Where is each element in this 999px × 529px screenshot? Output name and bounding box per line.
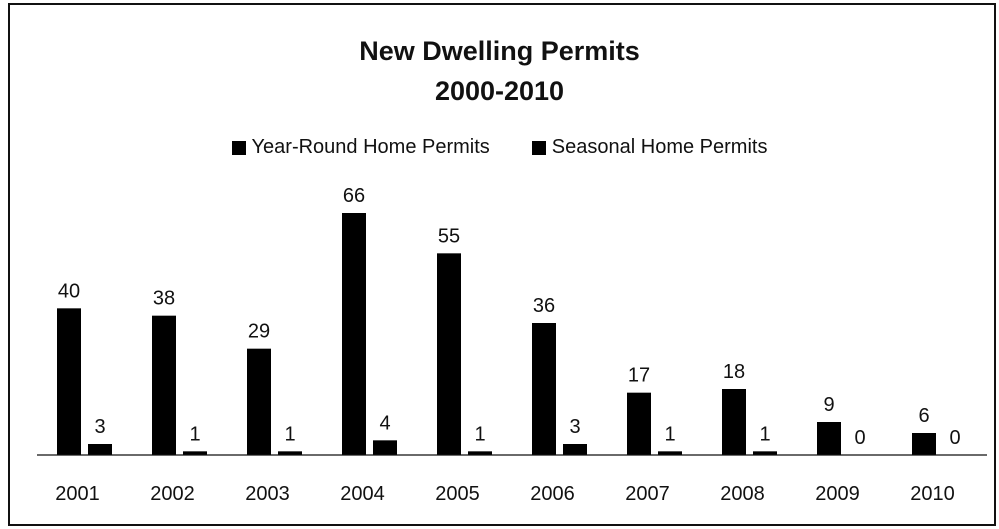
x-tick-label-2010: 2010 <box>910 483 955 505</box>
bar-year-round-2004 <box>342 213 366 455</box>
x-tick-label-2004: 2004 <box>340 483 385 505</box>
data-label-year-round-2007: 17 <box>628 365 650 387</box>
bar-seasonal-2006 <box>563 444 587 455</box>
x-tick-label-2002: 2002 <box>150 483 195 505</box>
data-label-year-round-2004: 66 <box>343 185 365 207</box>
data-label-year-round-2009: 9 <box>823 394 834 416</box>
chart-legend: Year-Round Home Permits Seasonal Home Pe… <box>0 136 999 159</box>
legend-item-seasonal: Seasonal Home Permits <box>531 136 768 159</box>
legend-label-seasonal: Seasonal Home Permits <box>551 136 768 158</box>
chart-subtitle: 2000-2010 <box>434 76 565 106</box>
legend-label-year-round: Year-Round Home Permits <box>251 136 490 158</box>
data-label-seasonal-2007: 1 <box>664 423 675 445</box>
bar-year-round-2003 <box>247 348 271 455</box>
bar-year-round-2008 <box>722 389 746 455</box>
data-label-year-round-2008: 18 <box>723 361 745 383</box>
x-tick-label-2001: 2001 <box>55 483 100 505</box>
data-label-seasonal-2009: 0 <box>854 427 865 449</box>
bar-seasonal-2005 <box>468 451 492 455</box>
x-tick-label-2008: 2008 <box>720 483 765 505</box>
bar-year-round-2002 <box>152 315 176 455</box>
bar-seasonal-2008 <box>753 451 777 455</box>
bar-year-round-2006 <box>532 323 556 455</box>
x-tick-label-2009: 2009 <box>815 483 860 505</box>
x-tick-label-2006: 2006 <box>530 483 575 505</box>
bar-seasonal-2002 <box>183 451 207 455</box>
chart-title: New Dwelling Permits <box>359 36 640 66</box>
data-label-seasonal-2008: 1 <box>759 423 770 445</box>
legend-swatch-year-round <box>231 140 246 155</box>
bar-seasonal-2004 <box>373 440 397 455</box>
data-label-year-round-2010: 6 <box>918 405 929 427</box>
data-label-seasonal-2005: 1 <box>474 423 485 445</box>
data-label-year-round-2005: 55 <box>438 225 460 247</box>
x-tick-label-2007: 2007 <box>625 483 670 505</box>
bar-year-round-2009 <box>817 422 841 455</box>
bar-year-round-2010 <box>912 433 936 455</box>
data-label-seasonal-2006: 3 <box>569 416 580 438</box>
data-label-seasonal-2003: 1 <box>284 423 295 445</box>
legend-item-year-round: Year-Round Home Permits <box>231 136 490 159</box>
bar-seasonal-2007 <box>658 451 682 455</box>
data-label-year-round-2002: 38 <box>153 288 175 310</box>
data-label-year-round-2001: 40 <box>58 280 80 302</box>
data-label-seasonal-2002: 1 <box>189 423 200 445</box>
data-label-seasonal-2004: 4 <box>379 412 390 434</box>
data-label-year-round-2003: 29 <box>248 321 270 343</box>
x-tick-label-2003: 2003 <box>245 483 290 505</box>
data-label-year-round-2006: 36 <box>533 295 555 317</box>
bar-year-round-2007 <box>627 392 651 455</box>
bar-seasonal-2001 <box>88 444 112 455</box>
bar-year-round-2005 <box>437 253 461 455</box>
bar-year-round-2001 <box>57 308 81 455</box>
legend-swatch-seasonal <box>531 140 546 155</box>
data-label-seasonal-2001: 3 <box>94 416 105 438</box>
x-tick-label-2005: 2005 <box>435 483 480 505</box>
data-label-seasonal-2010: 0 <box>949 427 960 449</box>
bar-seasonal-2003 <box>278 451 302 455</box>
